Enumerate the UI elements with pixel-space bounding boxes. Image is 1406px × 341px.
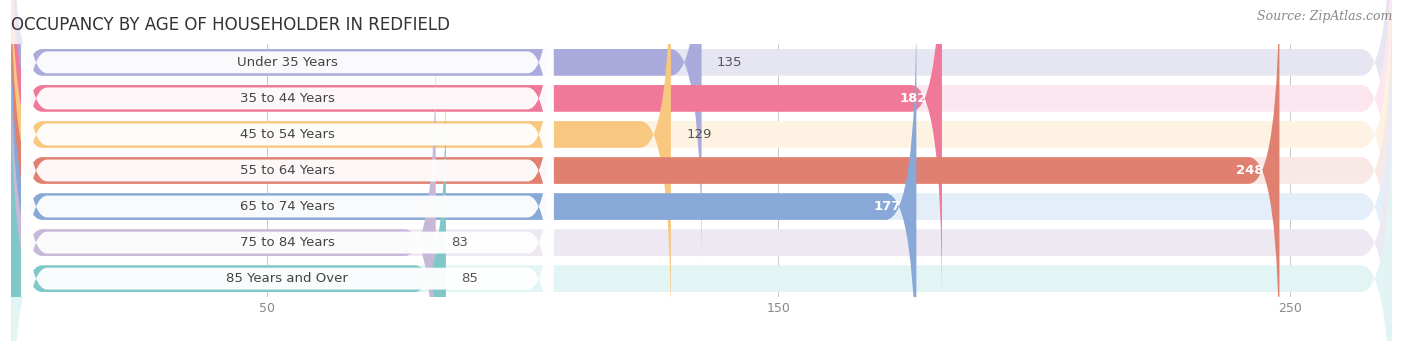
Text: 248: 248 [1236, 164, 1264, 177]
Text: 55 to 64 Years: 55 to 64 Years [240, 164, 335, 177]
Text: 45 to 54 Years: 45 to 54 Years [240, 128, 335, 141]
Text: 83: 83 [451, 236, 468, 249]
FancyBboxPatch shape [11, 0, 1392, 265]
FancyBboxPatch shape [11, 40, 436, 341]
FancyBboxPatch shape [11, 0, 702, 265]
Text: OCCUPANCY BY AGE OF HOUSEHOLDER IN REDFIELD: OCCUPANCY BY AGE OF HOUSEHOLDER IN REDFI… [11, 16, 450, 34]
Text: 85 Years and Over: 85 Years and Over [226, 272, 349, 285]
FancyBboxPatch shape [11, 0, 1279, 341]
FancyBboxPatch shape [21, 109, 554, 341]
FancyBboxPatch shape [11, 0, 1392, 301]
Text: Under 35 Years: Under 35 Years [238, 56, 337, 69]
FancyBboxPatch shape [11, 0, 1392, 337]
FancyBboxPatch shape [11, 76, 1392, 341]
FancyBboxPatch shape [11, 40, 1392, 341]
Text: 65 to 74 Years: 65 to 74 Years [240, 200, 335, 213]
Text: 75 to 84 Years: 75 to 84 Years [240, 236, 335, 249]
FancyBboxPatch shape [11, 4, 1392, 341]
FancyBboxPatch shape [11, 4, 917, 341]
Text: Source: ZipAtlas.com: Source: ZipAtlas.com [1257, 10, 1392, 23]
Text: 35 to 44 Years: 35 to 44 Years [240, 92, 335, 105]
FancyBboxPatch shape [21, 0, 554, 268]
Text: 177: 177 [873, 200, 901, 213]
FancyBboxPatch shape [21, 0, 554, 304]
Text: 85: 85 [461, 272, 478, 285]
FancyBboxPatch shape [11, 0, 942, 301]
FancyBboxPatch shape [21, 1, 554, 340]
Text: 182: 182 [898, 92, 927, 105]
FancyBboxPatch shape [21, 0, 554, 232]
Text: 135: 135 [717, 56, 742, 69]
FancyBboxPatch shape [21, 73, 554, 341]
FancyBboxPatch shape [11, 76, 446, 341]
Text: 129: 129 [686, 128, 711, 141]
FancyBboxPatch shape [11, 0, 1392, 341]
FancyBboxPatch shape [21, 37, 554, 341]
FancyBboxPatch shape [11, 0, 671, 337]
